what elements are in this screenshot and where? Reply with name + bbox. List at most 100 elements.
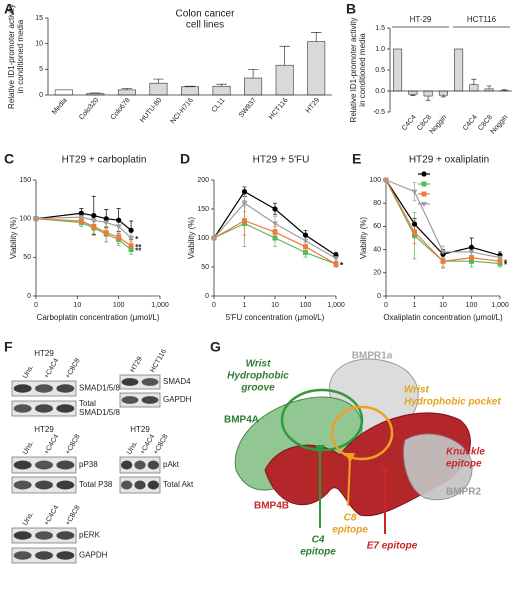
error-bar — [501, 89, 507, 91]
y-tick-label: 150 — [197, 206, 209, 213]
bar — [454, 48, 464, 92]
marker — [272, 221, 278, 227]
y-tick-label: 150 — [19, 177, 31, 184]
lane-label: +C4C4 — [43, 504, 60, 527]
y-tick-label: 20 — [373, 270, 381, 277]
y-axis-label: Relative ID1-promoter activity — [7, 4, 16, 109]
bar — [54, 89, 73, 96]
structure-label: epitope — [446, 459, 482, 470]
lane-label: Uns. — [22, 364, 35, 380]
y-tick-label: 15 — [35, 15, 43, 22]
x-tick-label: HT29 — [305, 97, 321, 115]
error-bar — [90, 92, 101, 94]
y-axis-label: Viability (%) — [187, 217, 196, 259]
bar — [393, 48, 403, 92]
blot-label: SMAD1/5/8 — [79, 408, 120, 417]
x-tick-label: Noggin — [490, 114, 510, 136]
x-tick-label: 0 — [34, 302, 38, 309]
blot-band — [147, 480, 159, 490]
panel-label: B — [346, 1, 356, 17]
marker — [469, 255, 474, 261]
marker — [303, 244, 308, 250]
marker — [302, 232, 309, 238]
blot-band — [56, 384, 75, 393]
bar — [149, 82, 168, 96]
blot-band — [141, 396, 159, 404]
y-tick-label: 100 — [369, 177, 381, 184]
y-tick-label: 1.5 — [375, 25, 385, 32]
structure-label: epitope — [300, 547, 336, 558]
x-tick-label: Colo320 — [78, 97, 100, 122]
marker — [468, 244, 475, 250]
blot-label: Total Akt — [163, 480, 194, 489]
marker — [383, 178, 389, 183]
marker — [91, 212, 97, 219]
blot-band — [56, 531, 75, 540]
structure-label: C8 — [344, 513, 357, 524]
marker — [411, 189, 418, 195]
blot-band — [134, 460, 146, 470]
y-tick-label: -0.5 — [373, 109, 385, 116]
blot-label: pP38 — [79, 460, 98, 469]
legend-marker — [421, 181, 427, 187]
y-tick-label: 0.0 — [375, 88, 385, 95]
structure-label: C4 — [312, 535, 325, 546]
bar — [212, 85, 231, 96]
error-bar — [153, 78, 164, 84]
error-bar — [410, 94, 416, 96]
blot-label: GAPDH — [163, 395, 192, 404]
marker — [103, 216, 109, 222]
x-tick-label: Media — [51, 97, 69, 116]
bar — [117, 89, 136, 96]
x-tick-label: 1,000 — [327, 302, 345, 309]
panel-label: F — [4, 339, 13, 355]
x-tick-label: 1,000 — [491, 302, 509, 309]
blot-band — [56, 551, 75, 560]
x-tick-label: 10 — [439, 302, 447, 309]
x-tick-label: 10 — [271, 302, 279, 309]
marker — [128, 236, 135, 241]
marker — [411, 221, 418, 227]
legend-marker — [421, 171, 427, 177]
y-tick-label: 40 — [373, 246, 381, 253]
structure-label: BMP4A — [224, 415, 259, 426]
marker — [272, 206, 278, 212]
lane-label: +C8C8 — [65, 433, 82, 456]
y-tick-label: 100 — [197, 235, 209, 242]
blot-band — [141, 378, 159, 386]
blot-band — [121, 460, 133, 470]
lane-label: HCT116 — [149, 348, 168, 374]
significance-label: ** — [135, 243, 142, 252]
marker — [412, 233, 417, 239]
x-tick-label: Colo678 — [110, 97, 132, 122]
y-tick-label: 50 — [201, 264, 209, 271]
blot-band — [147, 460, 159, 470]
bar — [423, 90, 433, 97]
x-tick-label: 1 — [243, 302, 247, 309]
bar — [408, 90, 418, 95]
marker — [91, 223, 97, 229]
chart-title: HT29 + oxaliplatin — [409, 155, 489, 166]
chart-title: HT29 + carboplatin — [62, 155, 147, 166]
lane-label: HT29 — [129, 356, 144, 374]
blot-band — [35, 384, 53, 393]
marker — [412, 229, 417, 235]
x-tick-label: 0 — [212, 302, 216, 309]
blot-band — [121, 480, 133, 490]
marker — [497, 255, 503, 261]
structure-label: BMPR1a — [352, 351, 393, 362]
marker — [497, 258, 503, 264]
legend-marker — [421, 202, 427, 207]
x-tick-label: Noggin — [429, 114, 449, 136]
bar — [275, 64, 294, 96]
bar — [438, 90, 448, 96]
y-axis-label: Viability (%) — [359, 217, 368, 259]
y-axis-label: Viability (%) — [9, 217, 18, 259]
marker — [241, 201, 248, 207]
marker — [33, 216, 39, 222]
error-bar — [471, 78, 477, 85]
blot-band — [35, 404, 53, 413]
y-tick-label: 200 — [197, 177, 209, 184]
blot-header: HT29 — [34, 425, 54, 434]
structure-label: Wrist — [404, 385, 429, 396]
